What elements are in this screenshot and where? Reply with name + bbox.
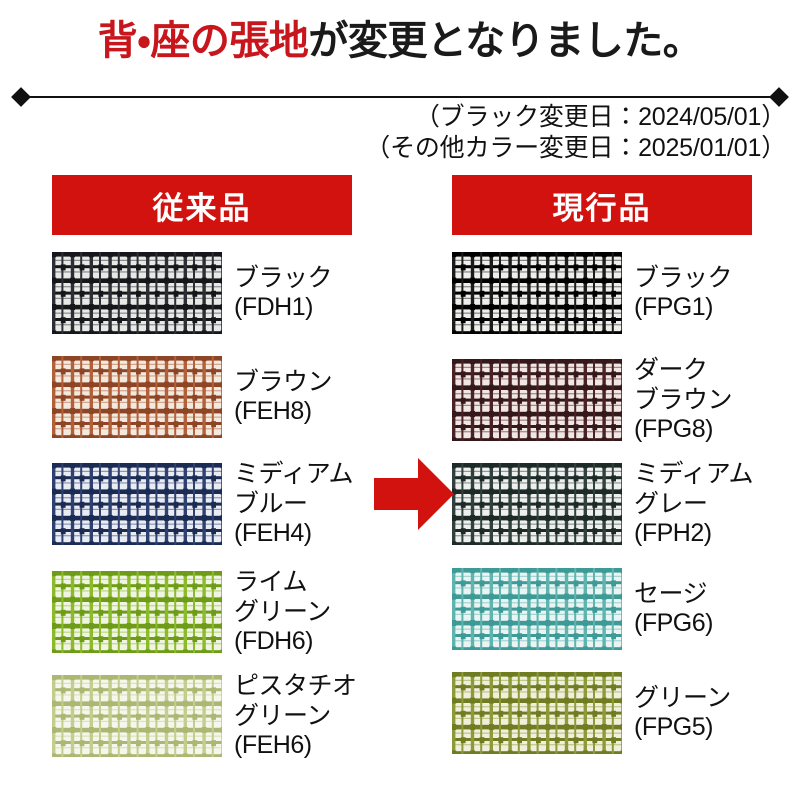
swatch-color-name-line1: ダーク [634,356,708,384]
swatch-label: ブラック (FDH1) [234,263,333,323]
date-note-other: （その他カラー変更日：2025/01/01） [365,133,786,162]
swatch-color-code: (FEH4) [234,519,312,547]
swatch-color-name-line2: グリーン [234,701,331,730]
swatch-label: ライム グリーン (FDH6) [234,568,331,657]
swatch-row-old-4: ライム グリーン (FDH6) [52,568,331,657]
fabric-swatch-FEH6 [52,675,222,758]
column-header-old: 従来品 [52,175,352,235]
fabric-swatch-FPG6 [452,568,622,650]
date-notes: （ブラック変更日：2024/05/01） （その他カラー変更日：2025/01/… [6,102,786,163]
swatch-row-old-5: ピスタチオ グリーン (FEH6) [52,672,357,761]
swatch-row-new-5: グリーン (FPG5) [452,672,731,754]
fabric-swatch-FPG1 [452,252,622,334]
swatch-label: ミディアム グレー (FPH2) [634,460,754,549]
column-header-old-label: 従来品 [152,190,252,226]
swatch-row-old-3: ミディアム ブルー (FEH4) [52,460,354,549]
swatch-row-old-1: ブラック (FDH1) [52,252,333,334]
fabric-swatch-FPG8 [452,359,622,442]
swatch-color-code: (FPG1) [634,293,713,321]
swatch-color-name-line1: ライム [234,568,308,596]
swatch-label: グリーン (FPG5) [634,684,731,743]
swatch-label: ピスタチオ グリーン (FEH6) [234,672,357,761]
swatch-color-name-line1: ブラック [234,263,333,292]
swatch-color-code: (FEH6) [234,731,312,759]
fabric-swatch-FPG5 [452,672,622,754]
fabric-swatch-FDH6 [52,571,222,654]
swatch-color-code: (FPG6) [634,609,713,637]
swatch-color-name-line1: セージ [634,579,708,608]
swatch-color-name-line1: ブラウン [234,367,333,396]
swatch-color-code: (FPG8) [634,415,713,443]
fabric-swatch-FDH1 [52,252,222,334]
swatch-color-name-line2: ブルー [234,489,308,518]
title-rest: が変更となりました。 [308,19,703,63]
swatch-label: セージ (FPG6) [634,580,713,639]
right-arrow-icon [372,452,456,536]
swatch-color-name-line2: ブラウン [634,385,733,414]
column-header-new-label: 現行品 [552,190,652,226]
swatch-color-name-line2: グレー [634,489,708,518]
swatch-color-code: (FEH8) [234,397,312,425]
swatch-color-code: (FPH2) [634,519,712,547]
divider-bar [22,96,778,98]
swatch-color-name-line1: ブラック [634,263,733,292]
page-title: 背・座の張地が変更となりました。 [0,18,800,64]
swatch-label: ミディアム ブルー (FEH4) [234,460,354,549]
swatch-color-name-line1: グリーン [634,683,731,712]
swatch-color-name-line1: ピスタチオ [234,672,357,700]
swatch-color-code: (FPG5) [634,713,713,741]
swatch-color-code: (FDH6) [234,627,313,655]
title-block: 背・座の張地が変更となりました。 [0,18,800,64]
swatch-color-name-line2: グリーン [234,597,331,626]
column-header-new: 現行品 [452,175,752,235]
swatch-row-new-1: ブラック (FPG1) [452,252,733,334]
swatch-label: ダーク ブラウン (FPG8) [634,356,733,445]
swatch-color-name-line1: ミディアム [634,460,754,488]
title-highlight: 背・座の張地 [97,19,309,63]
swatch-label: ブラウン (FEH8) [234,367,333,427]
swatch-row-new-2: ダーク ブラウン (FPG8) [452,356,733,445]
swatch-row-new-3: ミディアム グレー (FPH2) [452,460,754,549]
horizontal-divider [11,87,789,107]
swatch-label: ブラック (FPG1) [634,263,733,323]
fabric-swatch-FPH2 [452,463,622,546]
fabric-swatch-FEH8 [52,356,222,438]
swatch-row-new-4: セージ (FPG6) [452,568,713,650]
swatch-color-code: (FDH1) [234,293,313,321]
fabric-swatch-FEH4 [52,463,222,546]
swatch-color-name-line1: ミディアム [234,460,354,488]
swatch-row-old-2: ブラウン (FEH8) [52,356,333,438]
date-note-black: （ブラック変更日：2024/05/01） [414,103,786,131]
